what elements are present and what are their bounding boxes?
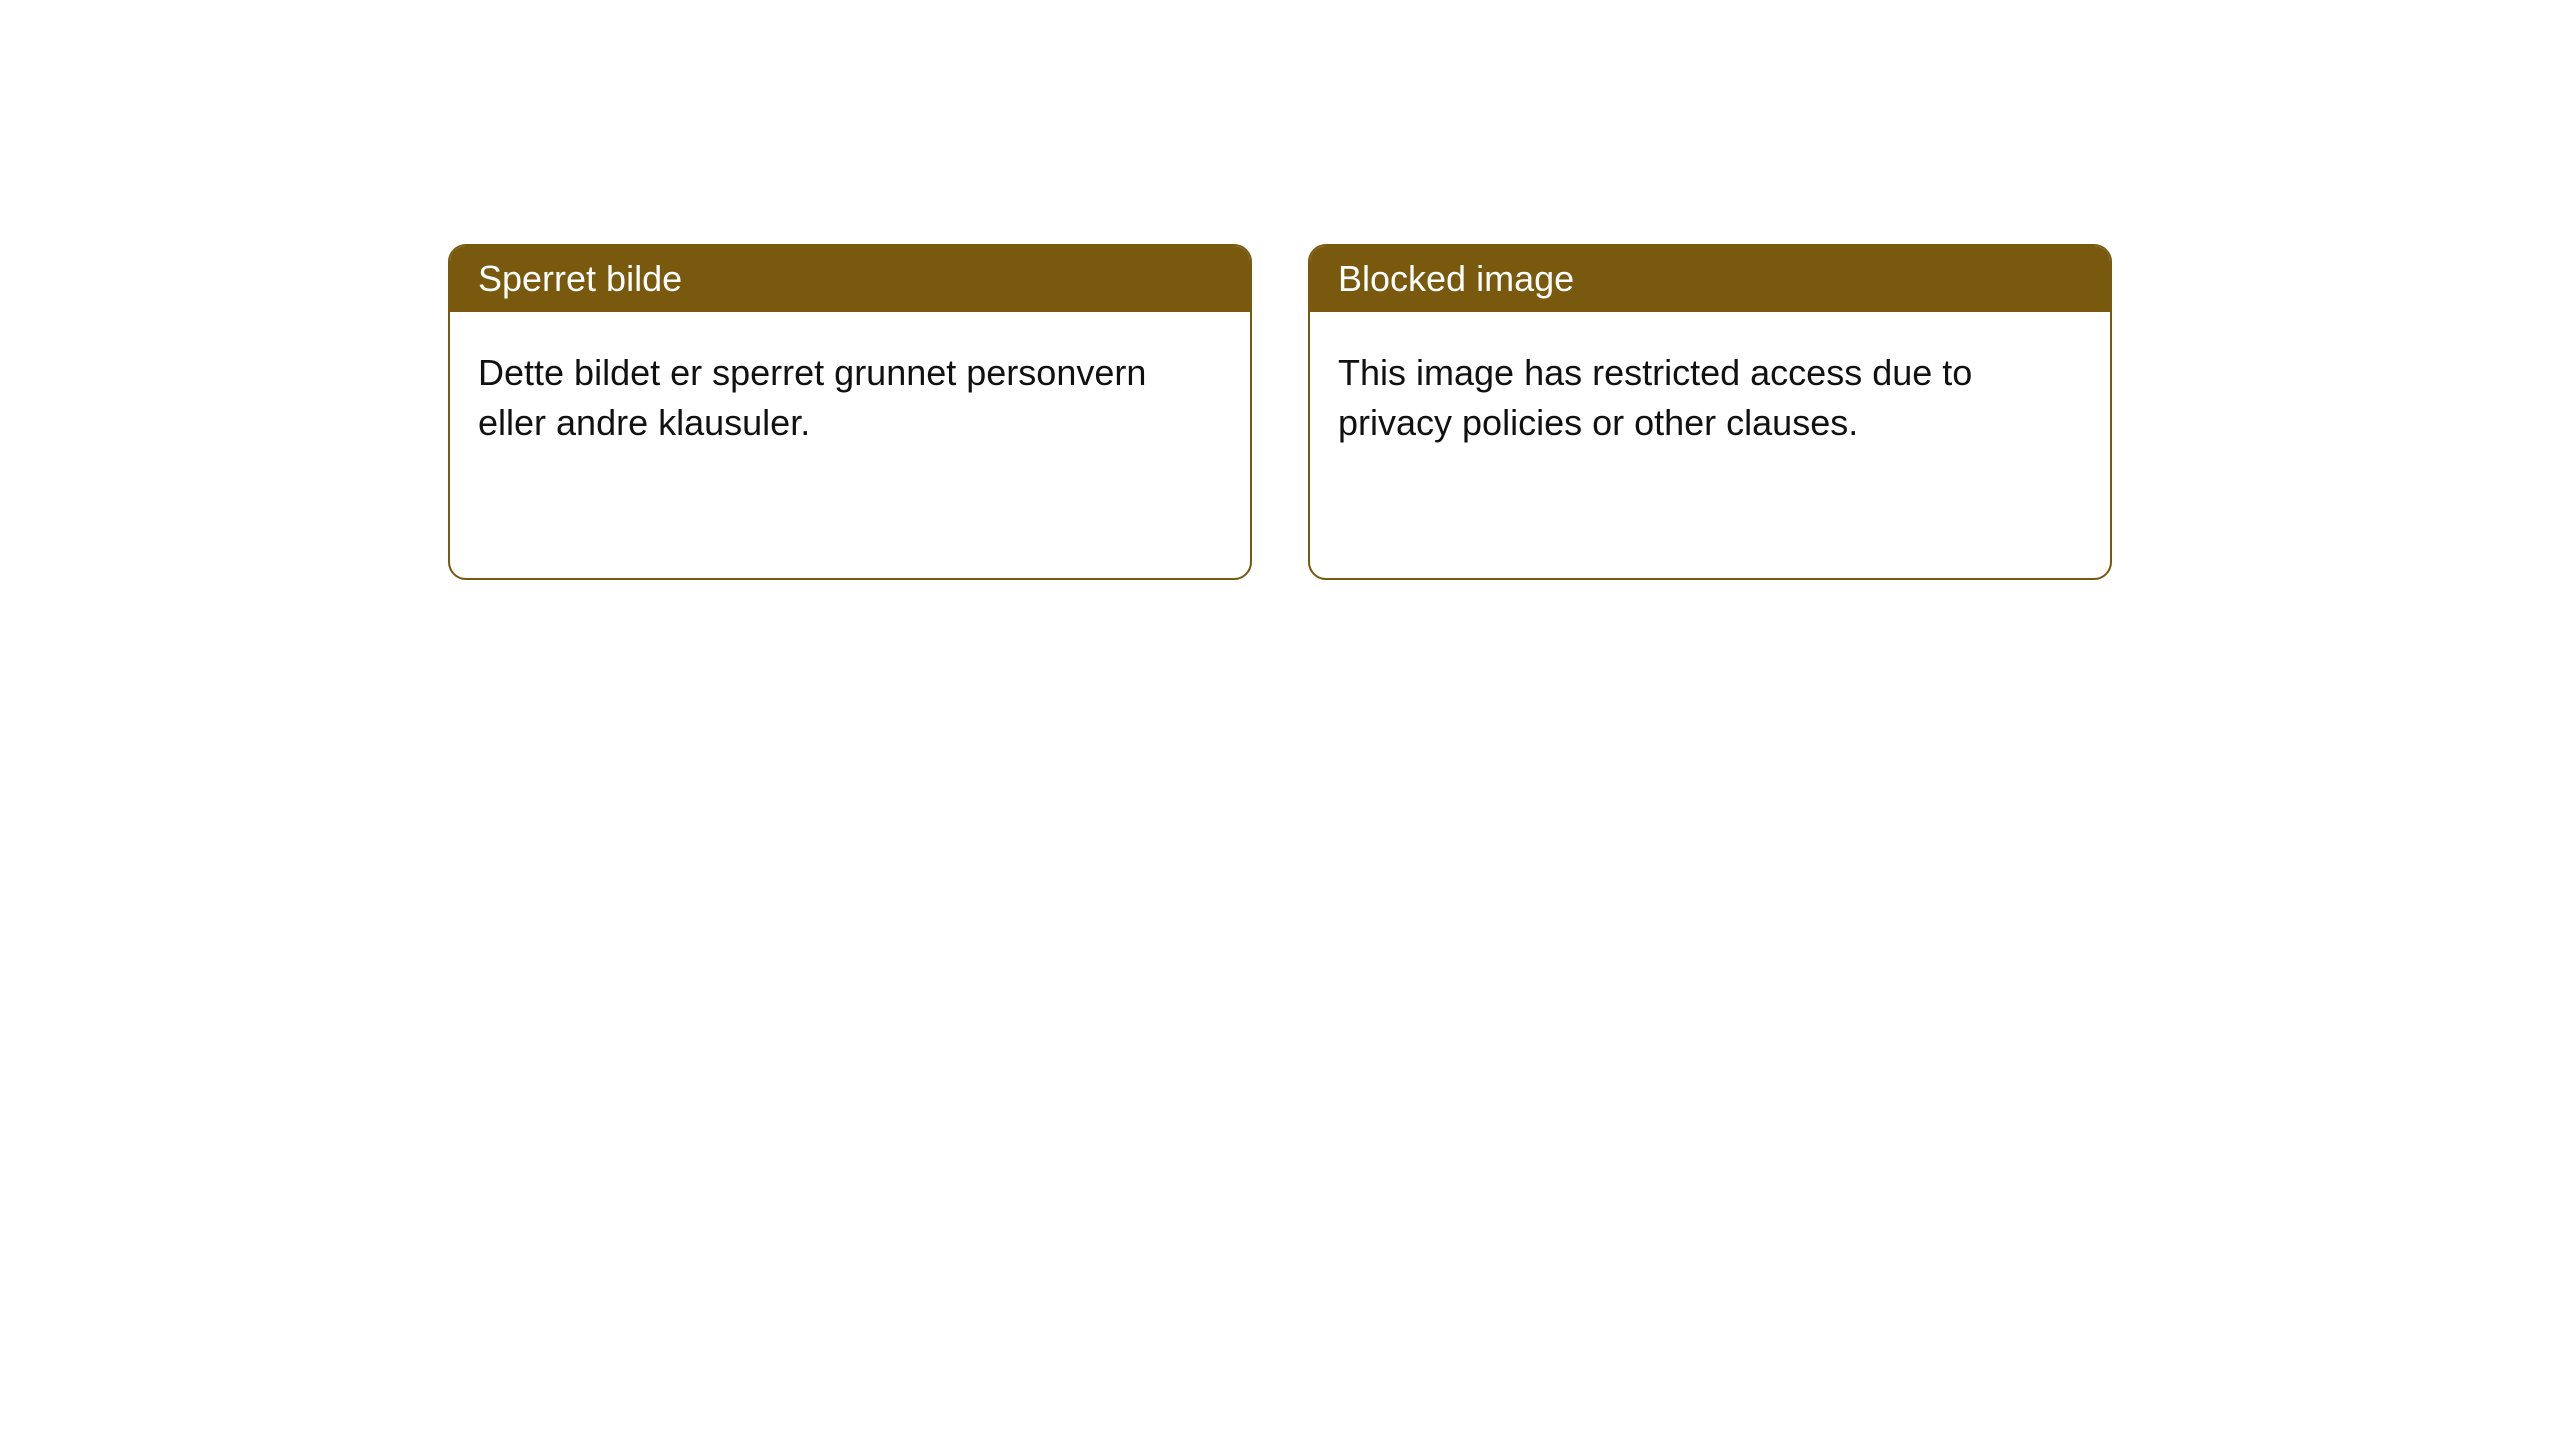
- notice-body-en: This image has restricted access due to …: [1310, 312, 2110, 485]
- notice-header-en: Blocked image: [1310, 246, 2110, 312]
- notice-text-en: This image has restricted access due to …: [1338, 352, 1972, 443]
- notice-title-no: Sperret bilde: [478, 258, 682, 299]
- notice-text-no: Dette bildet er sperret grunnet personve…: [478, 352, 1146, 443]
- notice-header-no: Sperret bilde: [450, 246, 1250, 312]
- notice-card-en: Blocked image This image has restricted …: [1308, 244, 2112, 580]
- notice-title-en: Blocked image: [1338, 258, 1574, 299]
- notice-card-no: Sperret bilde Dette bildet er sperret gr…: [448, 244, 1252, 580]
- notice-container: Sperret bilde Dette bildet er sperret gr…: [0, 0, 2560, 580]
- notice-body-no: Dette bildet er sperret grunnet personve…: [450, 312, 1250, 485]
